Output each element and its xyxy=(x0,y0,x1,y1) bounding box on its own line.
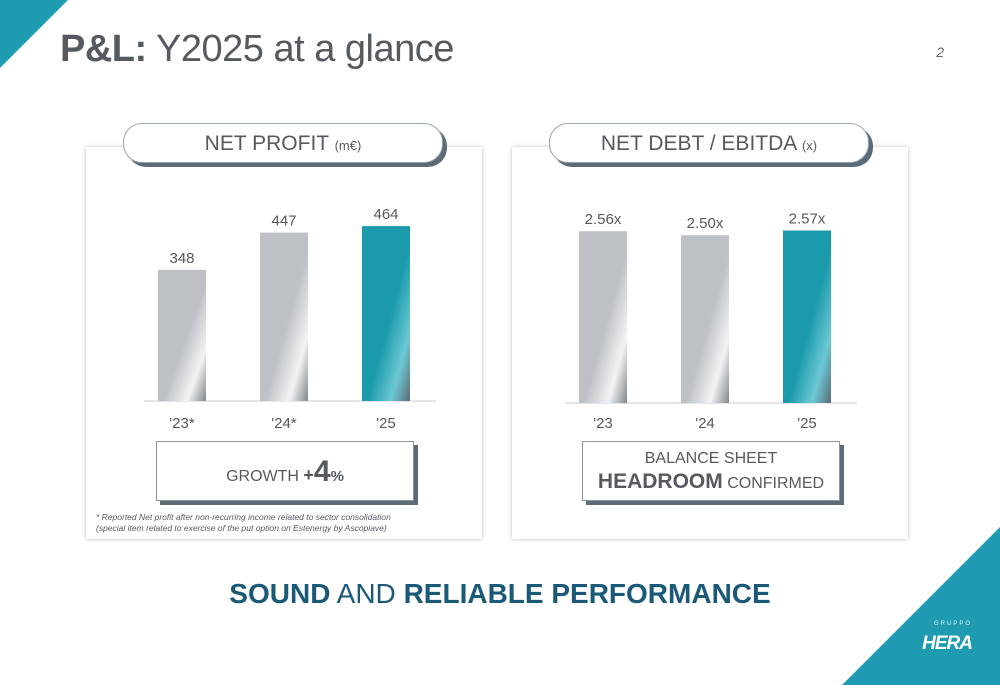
tagline-part3: RELIABLE PERFORMANCE xyxy=(403,578,771,609)
net-debt-bar xyxy=(579,231,627,403)
headroom-text: HEADROOM xyxy=(597,470,723,493)
balance-sheet-line1: BALANCE SHEET xyxy=(644,450,778,467)
net-debt-value-label: 2.56x xyxy=(585,211,622,228)
net-profit-category-label: '25 xyxy=(376,415,396,432)
net-debt-heading-text: NET DEBT / EBITDA xyxy=(600,132,797,155)
title-bold: P&L: xyxy=(60,28,147,70)
logo-gruppo-text: GRUPPO xyxy=(933,621,972,627)
net-profit-heading-text: NET PROFIT xyxy=(204,132,329,155)
net-profit-bar xyxy=(362,226,410,401)
tagline-part1: SOUND xyxy=(229,578,331,609)
tagline: SOUND AND RELIABLE PERFORMANCE xyxy=(0,578,1000,610)
hera-logo: GRUPPO HERA xyxy=(916,621,986,665)
balance-sheet-callout: BALANCE SHEET HEADROOM CONFIRMED xyxy=(582,441,840,501)
net-profit-value-label: 464 xyxy=(373,206,398,223)
corner-decoration-bottom-right xyxy=(842,527,1000,685)
net-debt-bar xyxy=(783,230,831,403)
title-rest: Y2025 at a glance xyxy=(156,28,454,70)
net-debt-category-label: '23 xyxy=(593,415,613,432)
page-number: 2 xyxy=(936,44,944,60)
growth-suffix: % xyxy=(330,468,344,485)
net-debt-category-label: '24 xyxy=(695,415,715,432)
net-profit-category-label: '23* xyxy=(169,415,195,432)
footnote: * Reported Net profit after non-recurrin… xyxy=(96,512,391,533)
growth-value: 4 xyxy=(313,455,331,488)
net-profit-value-label: 447 xyxy=(271,213,296,230)
net-profit-heading: NET PROFIT (m€) xyxy=(123,123,443,163)
slide-title: P&L: Y2025 at a glance xyxy=(60,28,454,71)
net-debt-value-label: 2.57x xyxy=(789,211,826,228)
corner-decoration-top-left xyxy=(0,0,68,68)
net-profit-unit: (m€) xyxy=(334,138,362,153)
net-profit-category-label: '24* xyxy=(271,415,297,432)
net-profit-bar xyxy=(158,269,206,401)
net-debt-category-label: '25 xyxy=(797,415,817,432)
net-debt-bar xyxy=(681,235,729,403)
logo-hera-text: HERA xyxy=(922,633,973,654)
growth-callout: GROWTH +4% xyxy=(156,441,414,501)
tagline-part2: AND xyxy=(336,578,396,609)
growth-plus: + xyxy=(303,465,314,485)
net-profit-bar xyxy=(260,232,308,401)
growth-prefix: GROWTH xyxy=(226,468,304,485)
net-debt-heading: NET DEBT / EBITDA (x) xyxy=(549,123,869,163)
net-debt-unit: (x) xyxy=(801,138,818,153)
confirmed-text: CONFIRMED xyxy=(722,475,825,492)
net-debt-value-label: 2.50x xyxy=(687,215,724,232)
net-profit-value-label: 348 xyxy=(169,250,194,267)
